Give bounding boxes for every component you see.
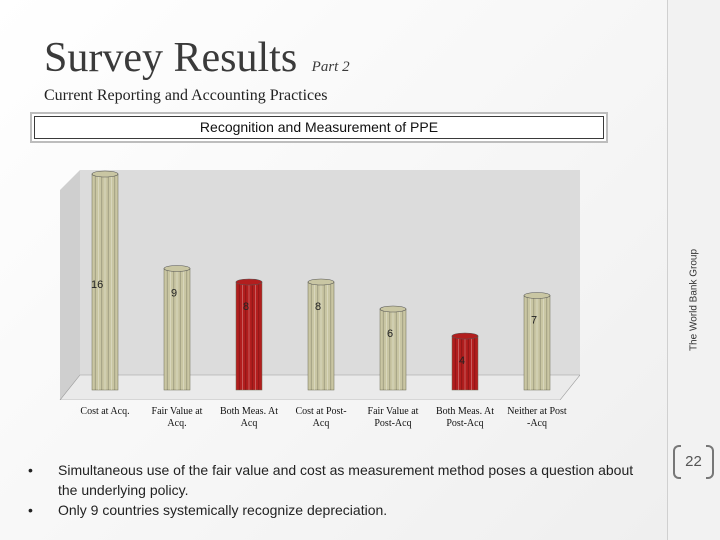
ppe-bar-chart: 16 9 8 8 6 4 7 [59, 170, 580, 400]
bar-cap [91, 170, 119, 178]
category-label-line: Neither at Post [507, 406, 567, 417]
bullet-marker: • [28, 502, 33, 518]
category-label-line: Both Meas. At [435, 406, 495, 417]
bar-5: 6 [379, 305, 407, 391]
category-label: Fair Value at Acq. [132, 406, 222, 430]
slide-subtitle: Current Reporting and Accounting Practic… [44, 87, 328, 104]
section-heading: Recognition and Measurement of PPE [199, 119, 439, 135]
category-label-line: Acq. [167, 418, 187, 429]
category-label-line: Cost at Acq. [80, 406, 130, 417]
bullet-text: Simultaneous use of the fair value and c… [58, 462, 634, 498]
data-label: 4 [459, 355, 465, 367]
data-label: 7 [531, 315, 537, 327]
bar-4: 8 [307, 278, 335, 391]
bar-cap [451, 332, 479, 340]
left-bracket-icon [673, 445, 681, 479]
data-label: 6 [387, 328, 393, 340]
bullet-item: • Simultaneous use of the fair value and … [28, 460, 648, 500]
bar-3: 8 [235, 278, 263, 391]
data-label: 8 [243, 301, 249, 313]
category-label-line: Post-Acq [446, 418, 484, 429]
page-number: 22 [685, 453, 702, 470]
right-bracket-icon [706, 445, 714, 479]
category-label-line: Fair Value at [367, 406, 419, 417]
section-heading-box: Recognition and Measurement of PPE [30, 112, 608, 143]
side-divider [667, 0, 668, 540]
bar-cap [307, 278, 335, 286]
category-label: Cost at Post- Acq [276, 406, 366, 430]
category-label-line: Post-Acq [374, 418, 412, 429]
category-label-line: Cost at Post- [295, 406, 347, 417]
bar-body [91, 173, 119, 391]
bar-6: 4 [451, 332, 479, 391]
category-label-line: Acq [312, 418, 330, 429]
data-label: 16 [91, 279, 103, 291]
category-label: Cost at Acq. [60, 406, 150, 418]
bar-body [523, 295, 551, 391]
bar-cap [235, 278, 263, 286]
bullet-text: Only 9 countries systemically recognize … [58, 502, 388, 518]
title-text: Survey Results [44, 35, 298, 81]
organization-label: The World Bank Group [688, 248, 700, 352]
category-label-line: -Acq [527, 418, 547, 429]
bar-cap [379, 305, 407, 313]
chart-side-wall [60, 170, 80, 400]
bar-cap [163, 265, 191, 272]
bullet-item: • Only 9 countries systemically recognize… [28, 500, 648, 520]
category-label-line: Both Meas. At [219, 406, 279, 417]
category-label: Fair Value at Post-Acq [348, 406, 438, 430]
bar-1: 16 [91, 170, 119, 391]
category-label-line: Acq [240, 418, 258, 429]
bullet-marker: • [28, 462, 33, 478]
bar-body [163, 268, 191, 391]
category-label: Both Meas. At Post-Acq [420, 406, 510, 430]
title-part: Part 2 [311, 59, 350, 75]
slide-title: Survey Results Part 2 [44, 34, 350, 82]
chart-back-wall [80, 170, 580, 375]
bar-7: 7 [523, 292, 551, 391]
category-label: Neither at Post -Acq [492, 406, 582, 430]
data-label: 9 [171, 288, 177, 300]
category-label-line: Fair Value at [151, 406, 203, 417]
data-label: 8 [315, 301, 321, 313]
bullet-list: • Simultaneous use of the fair value and … [28, 460, 648, 520]
bar-body [451, 335, 479, 391]
bar-cap [523, 292, 551, 299]
category-label: Both Meas. At Acq [204, 406, 294, 430]
bar-2: 9 [163, 265, 191, 391]
page-number-badge: 22 [667, 442, 720, 482]
